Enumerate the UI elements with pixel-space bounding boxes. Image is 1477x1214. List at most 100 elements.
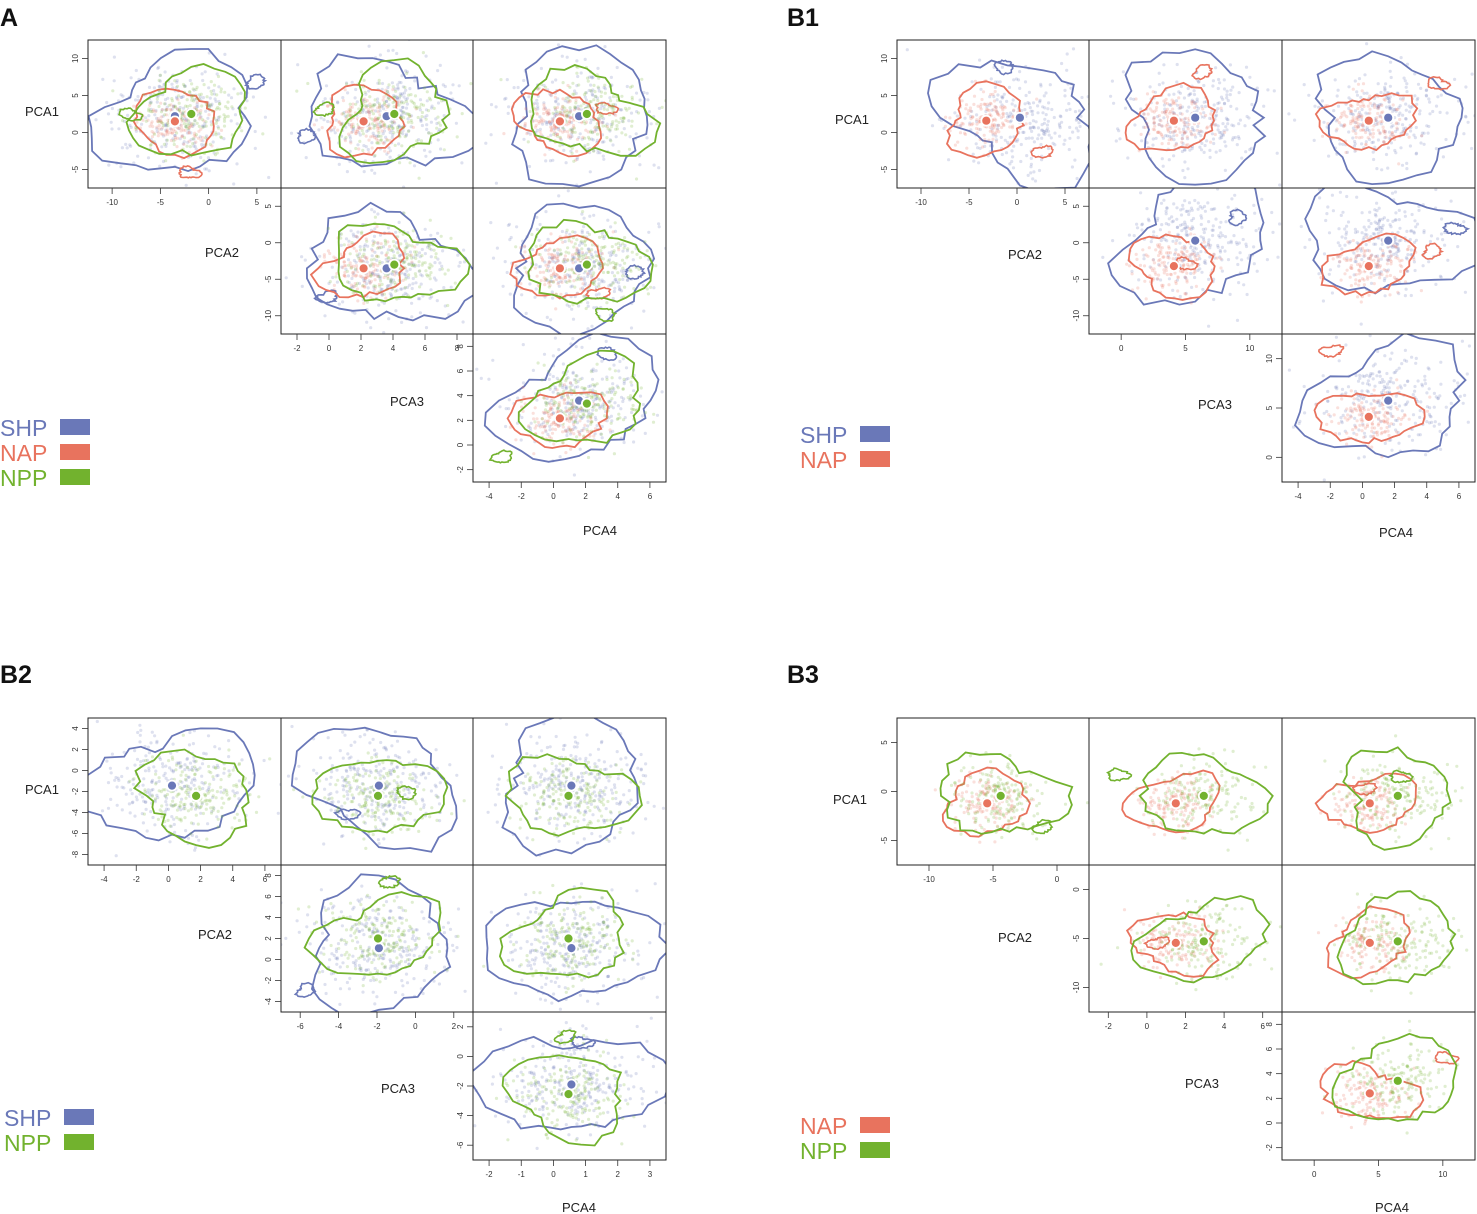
contour-island-shp [624, 264, 647, 280]
contour-nap [509, 234, 604, 300]
contour-npp [337, 222, 471, 303]
contour-island-nap [1427, 75, 1452, 91]
contour-island-npp [117, 107, 144, 122]
centroid-shp [1382, 234, 1395, 247]
tick-label: -2 [293, 344, 301, 353]
variable-label-pca1: PCA1 [25, 104, 59, 119]
tick-label: -10 [264, 309, 273, 321]
tick-label: 6 [263, 875, 268, 884]
panel-letter: B2 [0, 661, 32, 689]
axis-ticks-pca4_y: 8 6 4 2 0 -2 [1265, 1022, 1282, 1151]
scatter-cell-pca2-pca3 [280, 187, 474, 335]
scatter-cell-pca2-pca4 [1281, 187, 1476, 335]
scatter-cell-pca3-pca4 [472, 1011, 667, 1161]
scatter-cell-pca1-pca3 [280, 717, 474, 866]
tick-label: 0 [413, 1022, 418, 1031]
variable-label-pca4: PCA4 [583, 523, 617, 538]
tick-label: 5 [1376, 1170, 1381, 1179]
tick-label: -10 [1072, 309, 1081, 321]
tick-label: 5 [880, 93, 889, 98]
scatter-cell-pca1-pca4 [472, 717, 667, 866]
tick-label: -6 [456, 1141, 465, 1149]
axis-ticks-pca2: 4 2 0 -2 -4 -6 -8 [71, 726, 88, 858]
contour-npp [338, 57, 451, 165]
tick-label: -5 [965, 198, 973, 207]
points-nap [508, 381, 612, 456]
contour-npp [527, 218, 654, 305]
contour-island-shp [569, 1035, 597, 1050]
tick-label: 0 [71, 130, 80, 135]
contour-island-shp [1228, 208, 1248, 227]
tick-label: 0 [264, 240, 273, 245]
centroid-npp [562, 932, 575, 945]
contour-island-nap [1030, 144, 1054, 159]
tick-label: 3 [648, 1170, 653, 1179]
tick-label: 2 [264, 936, 273, 941]
centroid-nap [1169, 937, 1182, 949]
axis-ticks-pca4_x: -4 -2 0 2 4 6 [1295, 482, 1462, 501]
contour-island-shp [244, 73, 268, 90]
contour-nap [506, 391, 609, 449]
centroid-nap [554, 115, 566, 128]
contour-island-nap [1317, 344, 1345, 359]
contour-island-npp [488, 449, 513, 464]
tick-label: 0 [206, 198, 211, 207]
panel-letter: A [0, 4, 18, 32]
centroid-nap [554, 412, 566, 425]
panel-letter: B1 [787, 4, 819, 32]
tick-label: -5 [264, 275, 273, 283]
tick-label: 8 [1265, 1022, 1274, 1027]
contour-island-shp [313, 289, 338, 304]
contour-npp [1130, 895, 1271, 984]
scatter-cell-pca2-pca4 [472, 187, 667, 335]
tick-label: 0 [551, 492, 556, 501]
tick-label: -5 [989, 875, 997, 884]
contour-shp [511, 44, 649, 188]
scatter-cell-pca1-pca4 [472, 39, 667, 189]
centroid-npp [190, 790, 203, 802]
tick-label: -5 [1072, 275, 1081, 283]
contour-island-nap [178, 165, 203, 179]
variable-label-pca2: PCA2 [205, 245, 239, 260]
legend-label-npp: NPP [4, 1130, 51, 1156]
scatter-cell-pca1-pca4 [1281, 39, 1476, 189]
cell-frame [896, 39, 1090, 189]
tick-label: 10 [880, 54, 889, 63]
scatter-cell-pca1-pca2 [87, 717, 282, 866]
scatter-cell-pca1-pca4 [1281, 717, 1476, 866]
contour-island-shp [296, 127, 317, 145]
centroid-shp [1189, 234, 1202, 247]
centroid-nap [1169, 797, 1182, 810]
axis-ticks-pca3_y: 0 -5 -10 [1072, 887, 1089, 993]
axis-ticks-pca1: -10 -5 0 [923, 865, 1060, 884]
cell-frame [1088, 717, 1283, 866]
axis-ticks-pca4_x: 0 5 10 [1312, 1160, 1448, 1179]
tick-label: 5 [255, 198, 260, 207]
tick-label: -5 [880, 165, 889, 173]
scatter-cell-pca1-pca2 [87, 39, 282, 189]
cell-frame [472, 333, 667, 483]
tick-label: -4 [1295, 492, 1303, 501]
centroid-shp [565, 942, 578, 954]
points-shp [475, 336, 664, 477]
contour-shp [290, 726, 458, 853]
tick-label: 2 [1183, 1022, 1188, 1031]
centroid-nap [1363, 937, 1376, 949]
contour-nap [1320, 232, 1417, 297]
scatter-cell-pca2-pca4 [472, 864, 667, 1013]
points-npp [499, 64, 666, 181]
legend-label-npp: NPP [0, 465, 47, 491]
tick-label: 1 [583, 1170, 588, 1179]
contour-npp [1331, 1032, 1458, 1122]
legend-swatch-shp [60, 419, 90, 435]
centroid-nap [981, 797, 994, 810]
centroid-shp [1382, 111, 1395, 124]
contour-npp [939, 751, 1074, 835]
tick-label: -6 [297, 1022, 305, 1031]
tick-label: 6 [1457, 492, 1462, 501]
centroid-npp [581, 108, 593, 120]
tick-label: -5 [1072, 934, 1081, 942]
tick-label: 5 [71, 93, 80, 98]
